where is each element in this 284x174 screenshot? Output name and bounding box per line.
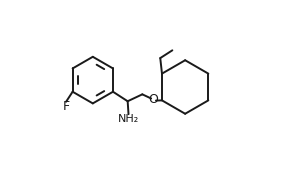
Text: O: O	[149, 93, 158, 106]
Text: NH₂: NH₂	[118, 113, 139, 124]
Text: F: F	[62, 100, 70, 113]
